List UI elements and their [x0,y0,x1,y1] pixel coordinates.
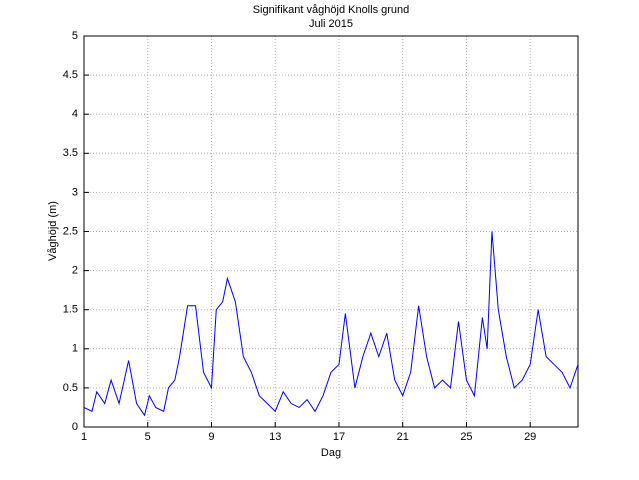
x-tick-label: 17 [333,431,345,443]
y-tick-label: 1.5 [63,304,78,316]
y-tick-label: 5 [72,30,78,42]
x-tick-label: 29 [524,431,536,443]
x-tick-label: 21 [397,431,409,443]
y-tick-label: 3.5 [63,147,78,159]
x-tick-label: 1 [81,431,87,443]
x-axis-label: Dag [321,447,341,459]
x-tick-label: 5 [145,431,151,443]
y-axis-label: Våghöjd (m) [47,201,59,261]
y-tick-label: 4.5 [63,69,78,81]
chart-subtitle: Juli 2015 [309,18,353,30]
x-tick-label: 13 [269,431,281,443]
data-line [83,231,579,417]
chart-title: Signifikant våghöjd Knolls grund [253,4,410,16]
y-tick-label: 3 [72,186,78,198]
plot-frame [83,35,579,428]
x-tick-label: 9 [208,431,214,443]
y-tick-label: 2.5 [63,225,78,237]
y-tick-label: 0.5 [63,382,78,394]
y-tick-label: 1 [72,343,78,355]
y-tick-label: 2 [72,265,78,277]
y-tick-label: 0 [72,421,78,433]
y-tick-label: 4 [72,108,78,120]
x-tick-label: 25 [460,431,472,443]
